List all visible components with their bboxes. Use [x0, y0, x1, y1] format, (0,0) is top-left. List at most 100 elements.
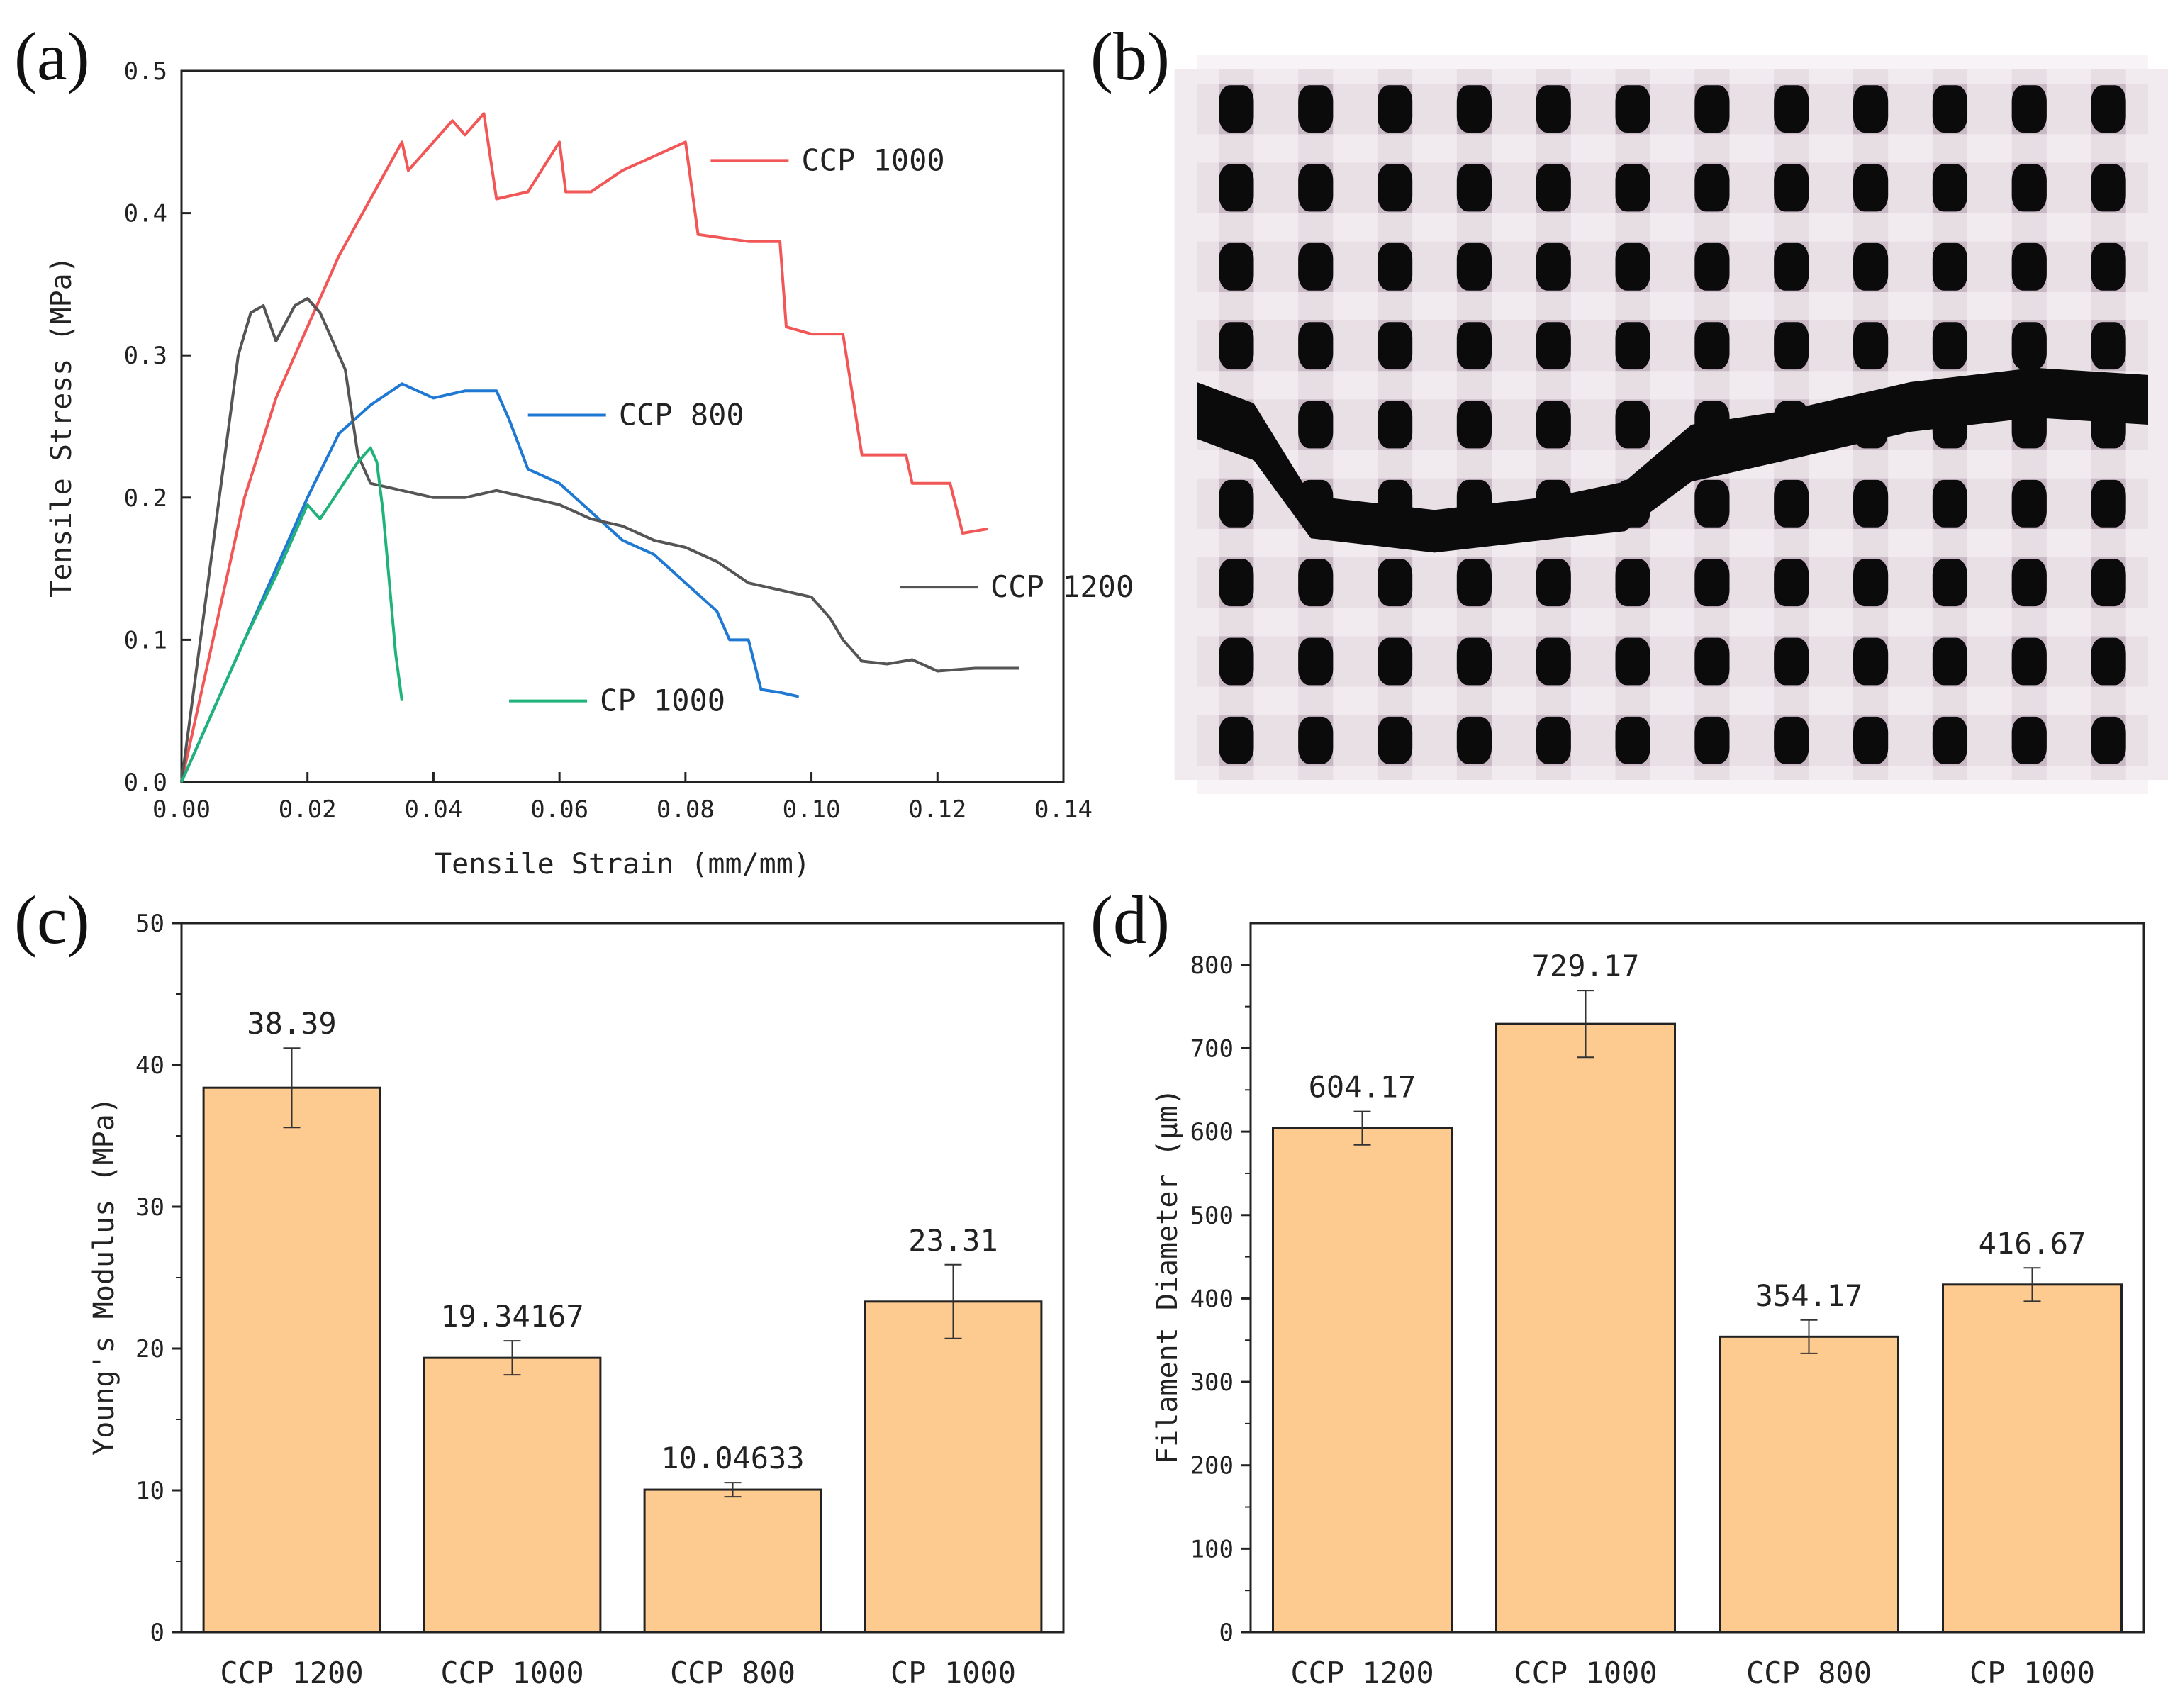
mesh-hole: [1853, 164, 1889, 212]
mesh-hole: [1219, 637, 1254, 686]
y-tick-label-a: 0.3: [124, 342, 167, 370]
mesh-hole: [1536, 242, 1571, 291]
bar-value-label: 416.67: [1979, 1226, 2086, 1261]
mesh-hole: [1298, 85, 1334, 133]
mesh-hole: [1377, 85, 1413, 133]
fiber-bundle-horizontal: [1197, 134, 2148, 163]
mesh-hole: [1377, 637, 1413, 686]
bars-d: 604.17 CCP 1200 729.17 CCP 1000 354.17 CCP 80…: [1272, 949, 2123, 1690]
mesh-hole: [2091, 559, 2126, 607]
series-legends-a: CCP 1000 CCP 800 CCP 1200 CP 1000: [509, 143, 1134, 718]
mesh-hole: [1536, 559, 1571, 607]
bar: [864, 1300, 1043, 1634]
mesh-hole: [1536, 322, 1571, 370]
mesh-hole: [1456, 559, 1492, 607]
mesh-hole: [1456, 322, 1492, 370]
mesh-hole: [2091, 479, 2126, 528]
mesh-hole: [1456, 637, 1492, 686]
y-tick-label: 40: [135, 1051, 164, 1080]
fiber-bundle-vertical: [1492, 69, 1536, 780]
mesh-hole: [2011, 322, 2047, 370]
mesh-hole: [1774, 85, 1809, 133]
mesh-hole: [2091, 242, 2126, 291]
mesh-hole: [1615, 716, 1650, 764]
mesh-hole: [1694, 716, 1730, 764]
mesh-hole: [1536, 716, 1571, 764]
series-lines-a: [180, 112, 1019, 783]
mesh-hole: [1219, 716, 1254, 764]
mesh-hole: [1853, 716, 1889, 764]
bar-value-label: 38.39: [247, 1006, 336, 1041]
mesh-hole: [1298, 164, 1334, 212]
bar: [1942, 1283, 2123, 1634]
legend-label: CP 1000: [600, 683, 725, 718]
y-axis-title-c: Young's Modulus (MPa): [88, 1097, 121, 1456]
mesh-hole: [1853, 637, 1889, 686]
y-tick-label-a: 0.1: [124, 626, 167, 654]
y-tick-label: 0: [1219, 1619, 1234, 1647]
y-axis-title-d: Filament Diameter (μm): [1151, 1088, 1184, 1464]
mesh-hole: [1298, 559, 1334, 607]
series-line: [180, 297, 1019, 783]
panel-label-c: (c): [14, 882, 90, 958]
legend-label: CCP 1200: [990, 569, 1134, 604]
bar: [423, 1356, 602, 1634]
y-tick-label-a: 0.0: [124, 769, 167, 797]
plot-frame-a: [180, 69, 1065, 783]
mesh-hole: [1932, 479, 1968, 528]
y-tick-label: 100: [1190, 1535, 1234, 1563]
y-tick-label: 400: [1190, 1285, 1234, 1313]
mesh-hole: [2091, 322, 2126, 370]
micrograph-holes: [1219, 85, 2126, 764]
y-tick-label: 800: [1190, 951, 1234, 980]
mesh-hole: [2011, 716, 2047, 764]
mesh-hole: [2091, 85, 2126, 133]
bar-value-label: 10.04633: [661, 1441, 804, 1475]
mesh-hole: [1377, 164, 1413, 212]
mesh-hole: [1219, 322, 1254, 370]
bar: [1272, 1127, 1453, 1634]
bar-value-label: 23.31: [908, 1223, 998, 1258]
mesh-hole: [2011, 479, 2047, 528]
mesh-hole: [1219, 559, 1254, 607]
mesh-hole: [1615, 164, 1650, 212]
mesh-hole: [1853, 559, 1889, 607]
x-tick-label-a: 0.00: [152, 796, 211, 824]
filament-diameter-bar-chart: 0 100 200 300 400 500 600 700 800 604.17 CCP 1200…: [1151, 922, 2145, 1690]
fiber-bundle-vertical: [1650, 69, 1695, 780]
mesh-hole: [1694, 479, 1730, 528]
micrograph-crack: [1197, 367, 2148, 553]
legend-label: CCP 800: [619, 397, 744, 432]
bar: [643, 1488, 822, 1634]
mesh-hole: [1694, 242, 1730, 291]
mesh-hole: [1536, 637, 1571, 686]
y-tick-label: 700: [1190, 1034, 1234, 1063]
mesh-hole: [1853, 85, 1889, 133]
mesh-hole: [1774, 242, 1809, 291]
mesh-hole: [2011, 559, 2047, 607]
mesh-hole: [1774, 479, 1809, 528]
fiber-bundle-horizontal: [1197, 291, 2148, 321]
fiber-bundle-horizontal: [1197, 55, 2148, 84]
mesh-hole: [1456, 85, 1492, 133]
fiber-bundle-horizontal: [1197, 608, 2148, 637]
fiber-bundle-vertical: [2125, 69, 2168, 780]
y-tick-label: 600: [1190, 1118, 1234, 1146]
mesh-hole: [1298, 242, 1334, 291]
mesh-hole: [1774, 322, 1809, 370]
mesh-hole: [1615, 401, 1650, 449]
y-tick-label: 500: [1190, 1202, 1234, 1230]
mesh-hole: [1774, 559, 1809, 607]
axis-ticks-d: 0 100 200 300 400 500 600 700 800: [1190, 951, 1251, 1647]
mesh-hole: [2091, 164, 2126, 212]
mesh-hole: [1298, 637, 1334, 686]
mesh-hole: [1615, 322, 1650, 370]
y-tick-label: 300: [1190, 1368, 1234, 1397]
category-label: CCP 1000: [440, 1656, 583, 1690]
y-tick-label: 0: [150, 1619, 164, 1647]
bar-value-label: 729.17: [1532, 949, 1640, 983]
category-label: CP 1000: [1969, 1656, 2095, 1690]
mesh-hole: [1615, 242, 1650, 291]
y-tick-label: 10: [135, 1477, 164, 1505]
